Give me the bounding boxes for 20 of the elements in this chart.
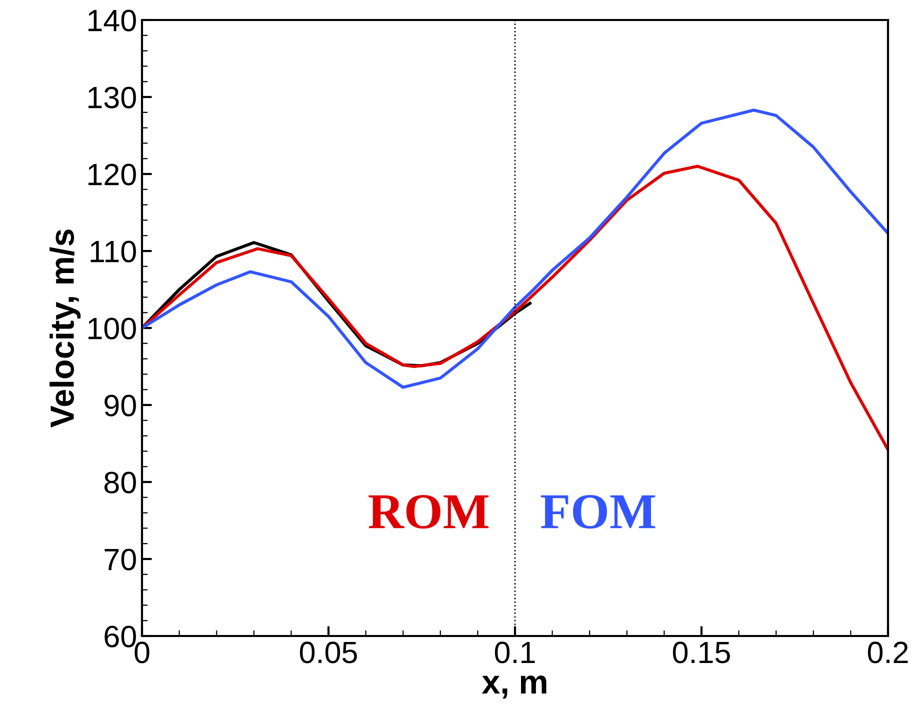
y-tick-label: 80: [104, 472, 136, 494]
x-tick-label: 0.2: [868, 642, 908, 664]
y-tick-label: 70: [104, 548, 136, 570]
line-series: [142, 108, 888, 389]
line-series: [142, 164, 888, 452]
x-tick-label: 0: [134, 642, 150, 664]
text: ROM: [368, 495, 489, 529]
y-tick-label: 140: [88, 10, 136, 32]
x-tick-label: 0.1: [494, 642, 535, 664]
y-tick-label: 90: [104, 394, 136, 416]
x-axis-title: x, m: [482, 676, 546, 699]
x-tick-label: 0.05: [300, 642, 357, 664]
x-tick-label: 0.15: [672, 642, 730, 664]
y-tick-label: 120: [88, 164, 136, 186]
y-tick-label: 100: [88, 318, 136, 340]
y-axis-title: Velocity, m/s: [50, 230, 81, 428]
y-tick-label: 60: [104, 626, 136, 648]
y-tick-label: 130: [88, 86, 136, 108]
y-tick-label: 110: [90, 240, 136, 262]
text: FOM: [540, 495, 656, 529]
